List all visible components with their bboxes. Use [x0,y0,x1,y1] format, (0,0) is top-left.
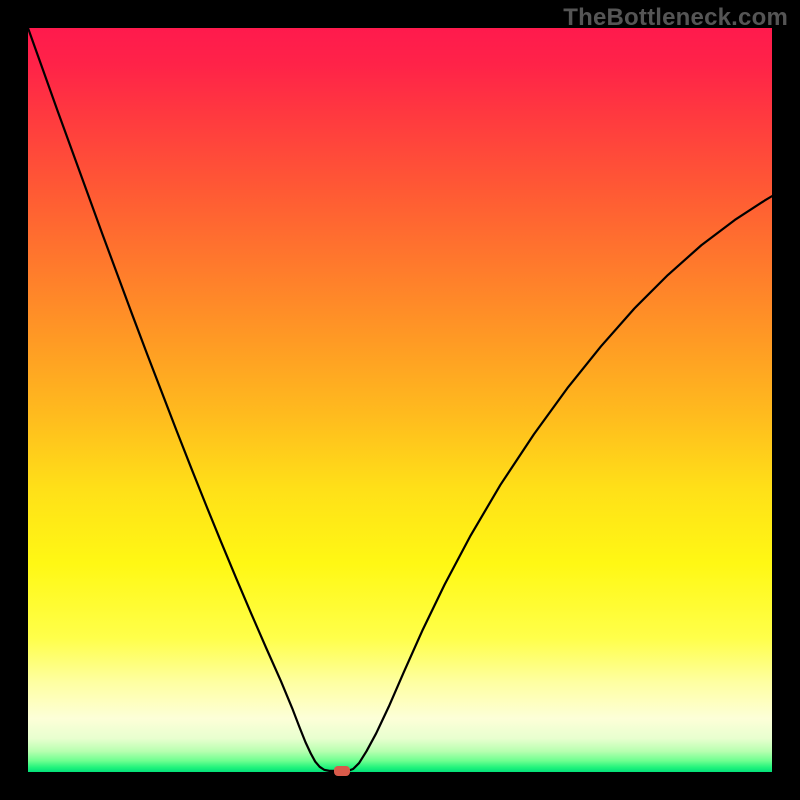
gradient-background [28,28,772,772]
chart-frame: TheBottleneck.com [0,0,800,800]
watermark-text: TheBottleneck.com [563,4,788,32]
plot-area [28,28,772,772]
minimum-marker [334,766,350,776]
bottleneck-curve-svg [28,28,772,772]
